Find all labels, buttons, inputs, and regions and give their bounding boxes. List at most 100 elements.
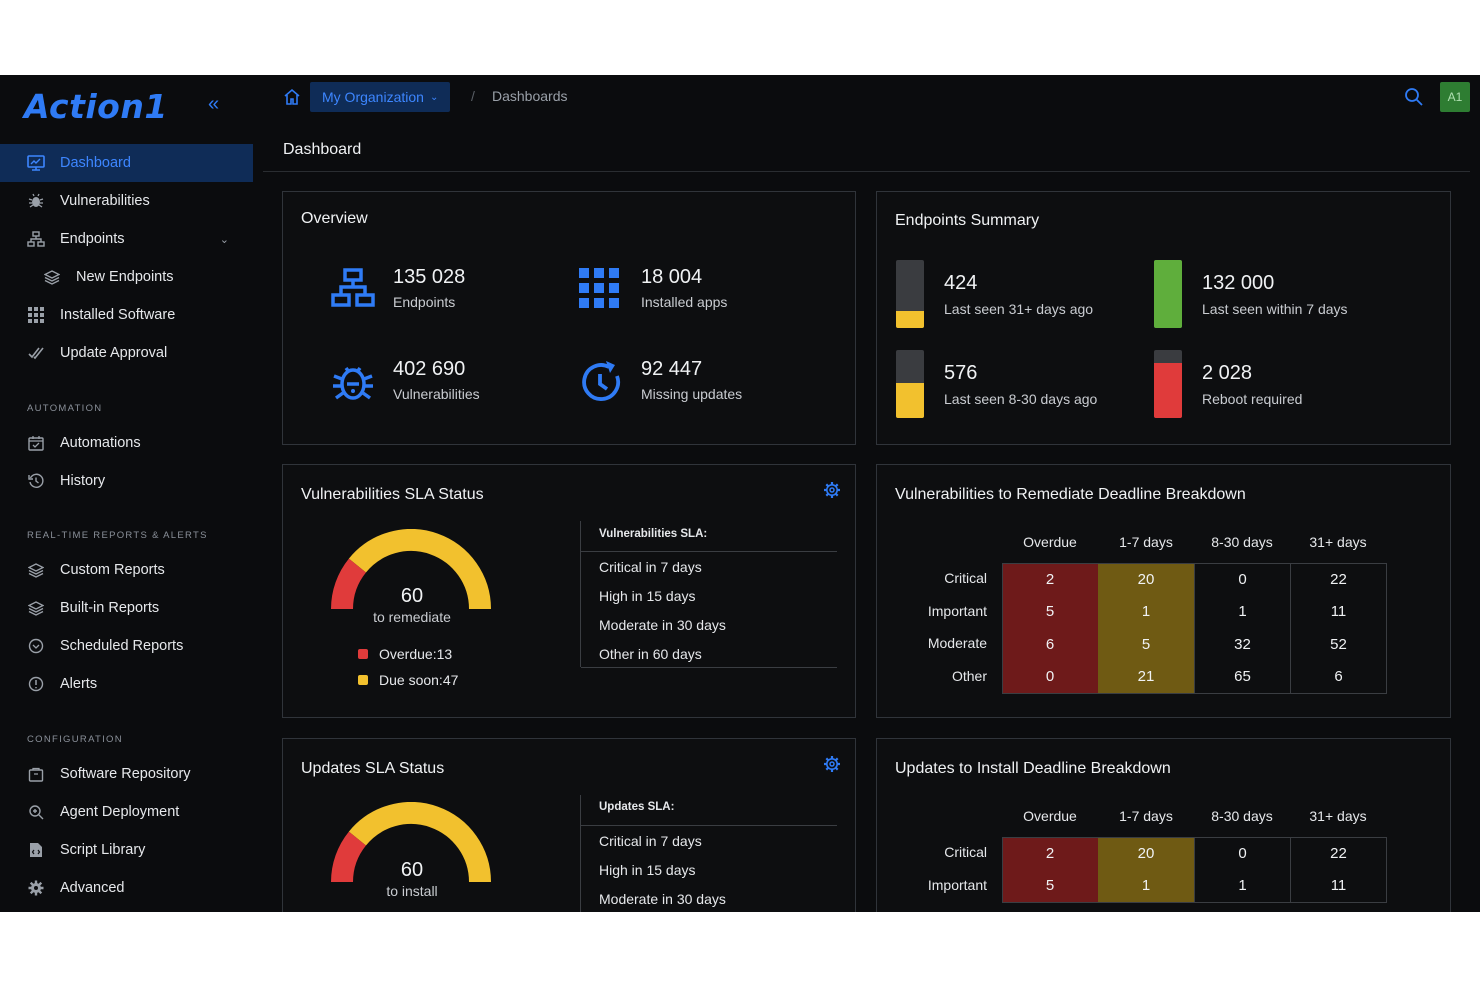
sidebar-item-advanced[interactable]: Advanced: [0, 869, 253, 907]
sidebar-item-label: Vulnerabilities: [60, 193, 150, 209]
sidebar-item-automations[interactable]: Automations: [0, 424, 253, 462]
sidebar-item-label: Agent Deployment: [60, 804, 180, 820]
sla-row: Critical in 7 days: [599, 833, 702, 849]
matrix-cell[interactable]: 65: [1194, 660, 1290, 693]
card-title: Endpoints Summary: [895, 212, 1040, 229]
matrix-cell[interactable]: 52: [1290, 628, 1386, 661]
chevron-down-icon[interactable]: ⌄: [219, 233, 229, 246]
column-header: 1-7 days: [1119, 808, 1173, 824]
bug-icon: [27, 192, 45, 210]
divider: [581, 551, 837, 552]
updates-sla-gauge: [331, 802, 491, 883]
matrix-cell[interactable]: 6: [1002, 628, 1098, 661]
matrix-cell[interactable]: 11: [1290, 869, 1386, 902]
sidebar-item-label: Scheduled Reports: [60, 638, 184, 654]
overview-card: Overview 135 028 Endpoints 18 004 Instal…: [282, 191, 856, 445]
endpoint-stat-value: 576: [944, 362, 978, 384]
sidebar-item-label: Endpoints: [60, 231, 125, 247]
breadcrumb-current[interactable]: Dashboards: [492, 88, 568, 104]
gauge-overdue-arc: [331, 558, 367, 610]
matrix-cell[interactable]: 5: [1002, 595, 1098, 628]
sidebar-item-alerts[interactable]: Alerts: [0, 665, 253, 703]
matrix-cell[interactable]: 5: [1002, 869, 1098, 902]
sidebar-item-agent-deployment[interactable]: Agent Deployment: [0, 793, 253, 831]
sidebar-item-dashboard[interactable]: Dashboard: [0, 144, 253, 182]
endpoint-stat-value: 424: [944, 272, 978, 294]
sidebar-item-new-endpoints[interactable]: New Endpoints: [0, 258, 253, 296]
matrix-cell[interactable]: 0: [1194, 563, 1290, 596]
app-window: Action1 « Dashboard Vulnerabilities Endp…: [0, 75, 1480, 912]
sidebar-item-label: Custom Reports: [60, 562, 165, 578]
bug-icon: [331, 360, 375, 404]
action1-logo[interactable]: Action1: [24, 87, 168, 126]
matrix-cell[interactable]: 22: [1290, 837, 1386, 870]
updates-sla-card: Updates SLA Status 60 to install Updates…: [282, 738, 856, 912]
alert-icon: [27, 675, 45, 693]
matrix-cell[interactable]: 1: [1098, 595, 1194, 628]
matrix-cell[interactable]: 20: [1098, 837, 1194, 870]
organization-selector[interactable]: My Organization ⌄: [310, 82, 451, 112]
gauge-due-soon-arc: [348, 529, 491, 610]
endpoint-stat-fill: [1154, 362, 1182, 418]
sla-row: Other in 60 days: [599, 646, 702, 662]
matrix-cell[interactable]: 5: [1098, 628, 1194, 661]
matrix-cell[interactable]: 0: [1002, 660, 1098, 693]
home-icon[interactable]: [283, 88, 301, 110]
sla-row: Moderate in 30 days: [599, 617, 726, 633]
overdue-dot-icon: [358, 649, 368, 659]
matrix-cell[interactable]: 22: [1290, 563, 1386, 596]
column-header: 31+ days: [1309, 534, 1367, 550]
collapse-sidebar-icon[interactable]: «: [208, 93, 220, 115]
sidebar-item-label: Automations: [60, 435, 141, 451]
sidebar-item-endpoints[interactable]: Endpoints ⌄: [0, 220, 253, 258]
gauge-overdue-arc: [331, 831, 367, 883]
matrix-cell[interactable]: 6: [1290, 660, 1386, 693]
vulnerabilities-sla-gauge: [331, 529, 491, 610]
endpoint-stat-label: Reboot required: [1202, 391, 1303, 407]
matrix-cell[interactable]: 1: [1194, 595, 1290, 628]
sidebar-item-update-approval[interactable]: Update Approval: [0, 334, 253, 372]
sidebar-item-label: Dashboard: [60, 155, 131, 171]
gear-icon: [27, 879, 45, 897]
sidebar: Action1 « Dashboard Vulnerabilities Endp…: [0, 75, 253, 912]
sidebar-item-custom-reports[interactable]: Custom Reports: [0, 551, 253, 589]
sidebar-item-scheduled-reports[interactable]: Scheduled Reports: [0, 627, 253, 665]
matrix-cell[interactable]: 20: [1098, 563, 1194, 596]
metric-value: 92 447: [641, 358, 703, 380]
avatar[interactable]: A1: [1440, 82, 1470, 112]
script-icon: [27, 841, 45, 859]
matrix-cell[interactable]: 1: [1098, 869, 1194, 902]
sidebar-item-vulnerabilities[interactable]: Vulnerabilities: [0, 182, 253, 220]
legend-label: Overdue:: [379, 646, 437, 662]
matrix-cell[interactable]: 1: [1194, 869, 1290, 902]
metric-value: 18 004: [641, 266, 703, 288]
sidebar-item-built-in-reports[interactable]: Built-in Reports: [0, 589, 253, 627]
matrix-cell[interactable]: 2: [1002, 837, 1098, 870]
calendar-icon: [27, 434, 45, 452]
sla-list-header: Vulnerabilities SLA:: [599, 528, 708, 540]
search-icon[interactable]: [1404, 87, 1424, 112]
matrix-cell[interactable]: 32: [1194, 628, 1290, 661]
matrix-cell[interactable]: 11: [1290, 595, 1386, 628]
sidebar-item-label: Alerts: [60, 676, 98, 692]
card-title: Overview: [301, 210, 368, 227]
sidebar-item-history[interactable]: History: [0, 462, 253, 500]
section-header-configuration: CONFIGURATION: [27, 734, 123, 745]
row-header: Important: [927, 602, 987, 619]
sidebar-item-label: Update Approval: [60, 345, 168, 361]
matrix-cell[interactable]: 21: [1098, 660, 1194, 693]
column-header: 8-30 days: [1211, 534, 1273, 550]
gear-icon[interactable]: [823, 755, 841, 778]
sidebar-item-installed-software[interactable]: Installed Software: [0, 296, 253, 334]
network-icon: [27, 230, 45, 248]
column-header: Overdue: [1023, 808, 1077, 824]
gear-icon[interactable]: [823, 481, 841, 504]
matrix-cell[interactable]: 0: [1194, 837, 1290, 870]
sidebar-item-script-library[interactable]: Script Library: [0, 831, 253, 869]
endpoint-stat-fill: [896, 311, 924, 328]
matrix-cell[interactable]: 2: [1002, 563, 1098, 596]
chevron-down-icon: ⌄: [429, 91, 439, 103]
sidebar-item-software-repository[interactable]: Software Repository: [0, 755, 253, 793]
sidebar-item-label: New Endpoints: [76, 269, 174, 285]
monitor-icon: [27, 154, 45, 172]
